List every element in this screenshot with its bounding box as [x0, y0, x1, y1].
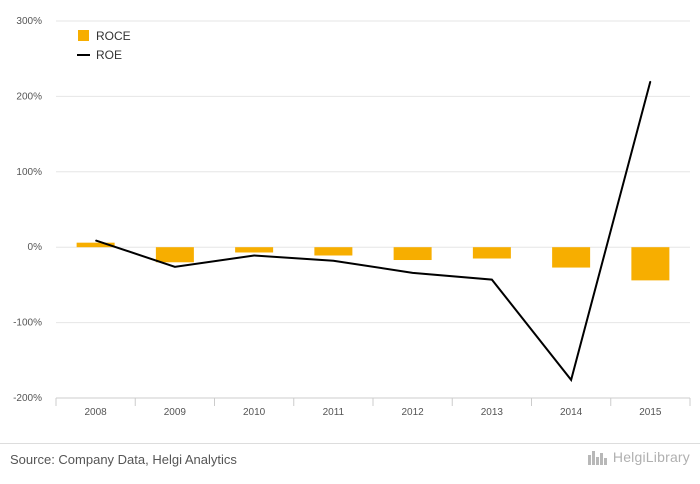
x-tick-label: 2009	[164, 407, 187, 418]
roce-bar	[235, 247, 274, 253]
y-tick-label: 0%	[28, 242, 43, 253]
roe-point	[491, 279, 493, 281]
legend-roce-label: ROCE	[96, 29, 131, 43]
y-tick-label: -100%	[13, 318, 42, 329]
roe-point	[95, 239, 97, 241]
roce-bar	[314, 247, 353, 256]
y-tick-label: 300%	[16, 16, 42, 27]
roce-bar	[76, 242, 115, 248]
x-tick-label: 2011	[323, 407, 345, 418]
roe-point	[570, 379, 572, 381]
y-tick-label: -200%	[13, 393, 42, 404]
roe-point	[174, 266, 176, 268]
logo-text: HelgiLibrary	[612, 449, 690, 465]
x-tick-label: 2014	[560, 407, 583, 418]
y-tick-label: 100%	[16, 167, 42, 178]
roe-point	[332, 260, 334, 262]
x-tick-label: 2013	[481, 407, 504, 418]
roce-bar	[393, 247, 432, 261]
roce-bar	[631, 247, 670, 281]
city-skyline-icon	[587, 451, 607, 465]
x-tick-label: 2012	[402, 407, 425, 418]
roe-point	[412, 272, 414, 274]
legend-roe-label: ROE	[96, 48, 122, 62]
x-tick-label: 2010	[243, 407, 266, 418]
legend-roce-swatch	[78, 30, 89, 41]
source-note: Source: Company Data, Helgi Analytics	[10, 452, 237, 467]
helgi-library-logo[interactable]: HelgiLibrary	[587, 449, 690, 465]
roe-point	[253, 254, 255, 256]
x-tick-label: 2008	[85, 407, 108, 418]
x-tick-label: 2015	[639, 407, 662, 418]
roe-point	[649, 80, 651, 82]
y-tick-label: 200%	[16, 91, 42, 102]
roce-bar	[552, 247, 591, 268]
roce-bar	[472, 247, 511, 259]
roce-bar	[155, 247, 194, 263]
footer: Source: Company Data, Helgi Analytics He…	[0, 443, 700, 484]
roe-line	[95, 81, 652, 383]
